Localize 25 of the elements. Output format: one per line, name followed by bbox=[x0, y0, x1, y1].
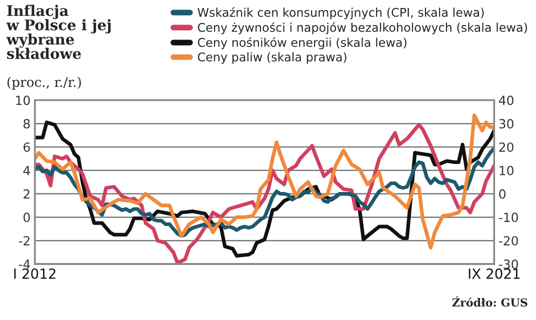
chart-subtitle: (proc., r./r.) bbox=[7, 76, 81, 90]
legend-label: Ceny nośników energii (skala lewa) bbox=[198, 37, 406, 50]
y-tick-label: 8 bbox=[24, 119, 30, 128]
y-tick-label: 4 bbox=[23, 166, 30, 176]
y2-tick-label: 40 bbox=[498, 96, 514, 106]
y2-tick-label: 0 bbox=[499, 189, 506, 199]
y-tick-label: 2 bbox=[24, 189, 30, 199]
legend-label: Ceny żywności i napojów bezalkoholowych (skala lewa) bbox=[198, 22, 527, 34]
chart-title: Inflacja w Polsce i jej wybrane składowe bbox=[6, 4, 111, 60]
y2-tick-label: -10 bbox=[498, 212, 518, 222]
x-tick-label: IX 2021 bbox=[468, 268, 520, 279]
y2-tick-label: -30 bbox=[498, 259, 518, 269]
y-tick-label: -4 bbox=[18, 260, 30, 269]
y-tick-label: -2 bbox=[18, 236, 30, 246]
x-tick-label: I 2012 bbox=[14, 268, 56, 279]
legend-label: Wskaźnik cen konsumpcyjnych (CPI, skala lewa) bbox=[198, 7, 484, 20]
y-tick-label: 6 bbox=[24, 142, 30, 152]
text: Źródło: GUS bbox=[452, 296, 528, 307]
y2-tick-label: 20 bbox=[499, 142, 514, 152]
y-tick-label: 0 bbox=[24, 212, 30, 222]
y2-tick-label: -20 bbox=[498, 236, 518, 246]
legend-label: Ceny paliw (skala prawa) bbox=[198, 52, 346, 64]
y-tick-label: 10 bbox=[16, 96, 30, 106]
y2-tick-label: 30 bbox=[499, 119, 514, 128]
y2-tick-label: 10 bbox=[500, 166, 514, 176]
